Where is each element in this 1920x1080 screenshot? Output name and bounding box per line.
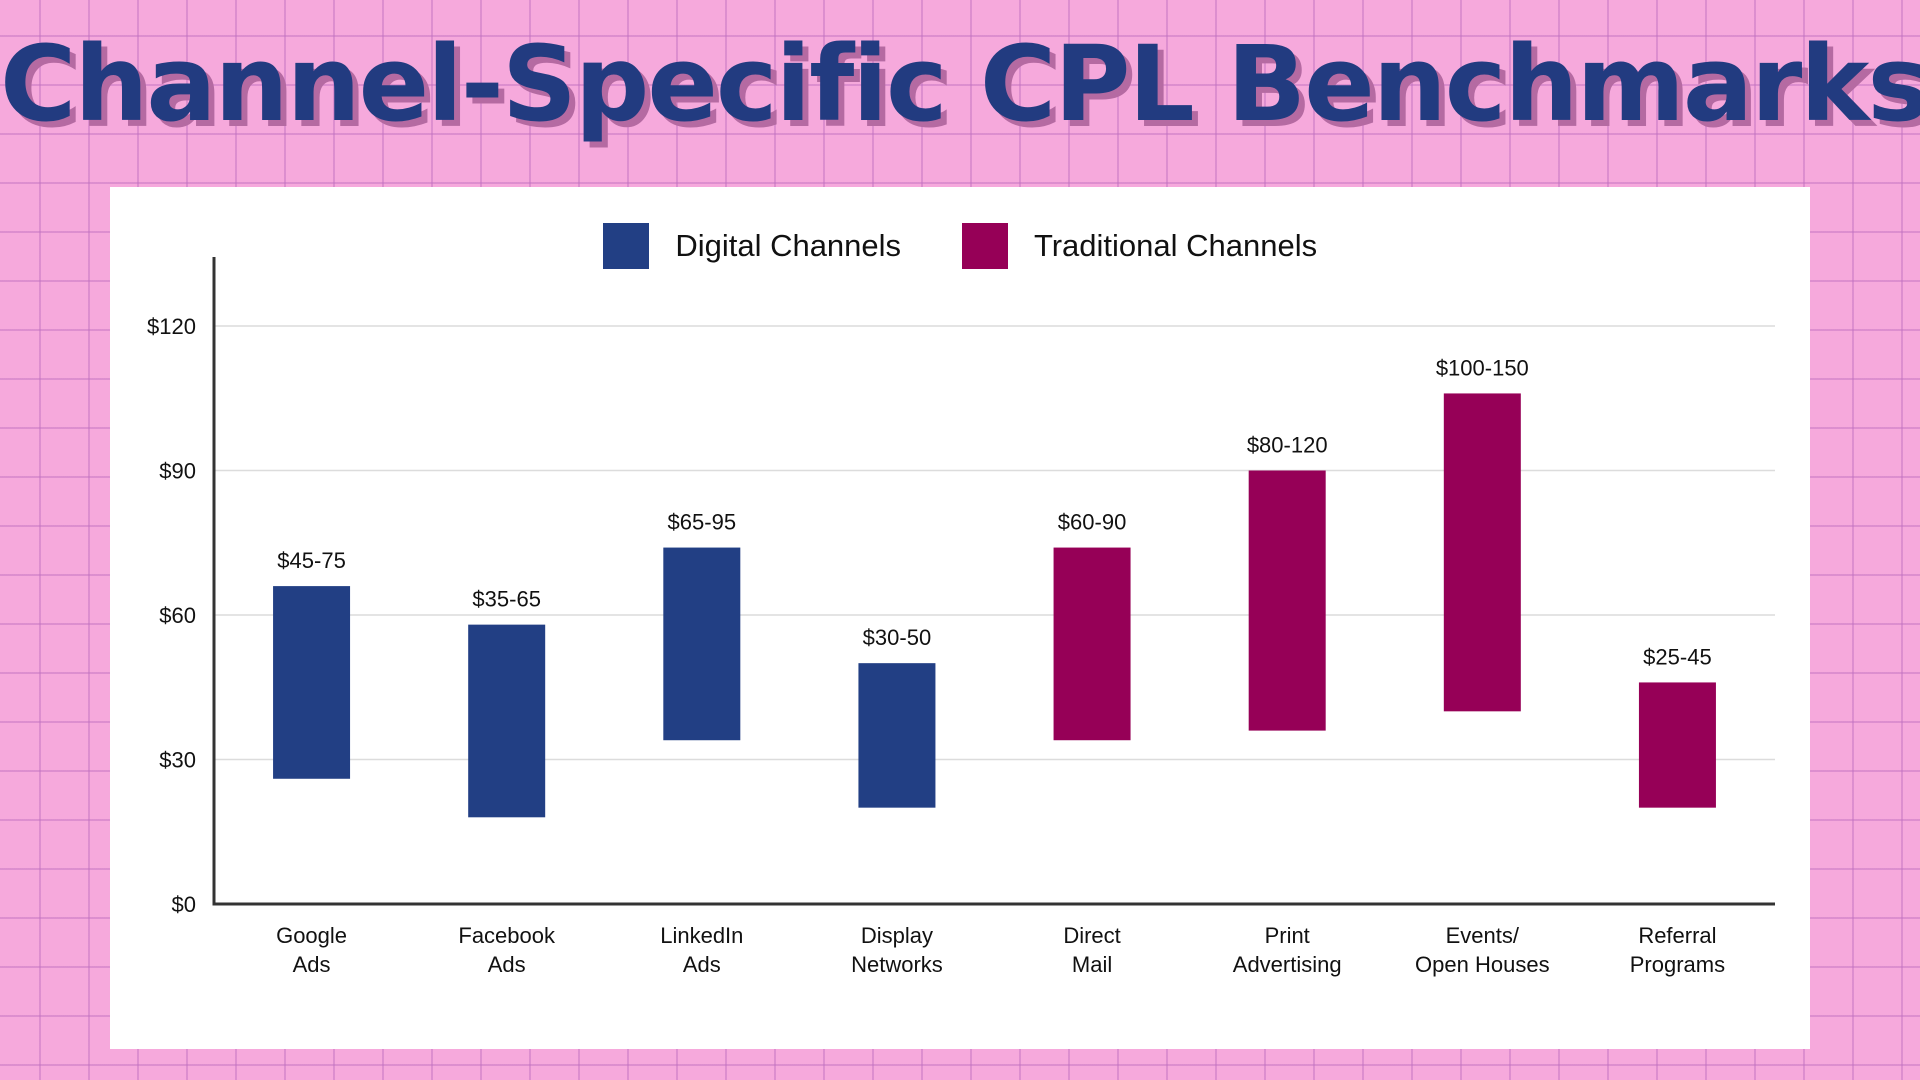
legend-swatch-traditional	[961, 223, 1008, 269]
y-tick-label: $30	[159, 748, 196, 773]
range-bar	[273, 586, 351, 779]
x-tick-label: Advertising	[1233, 952, 1342, 977]
x-tick-label: Open Houses	[1415, 952, 1550, 977]
legend-label-digital: Digital Channels	[675, 228, 902, 263]
page-title: Channel-Specific CPL Benchmarks	[0, 23, 1920, 145]
range-bar	[858, 663, 936, 808]
labels: $0 $30 $60 $90 $120 $45-75 Google Ads $35-65 Face…	[147, 314, 1725, 977]
chart-legend: Digital Channels Traditional Channels	[0, 223, 1920, 269]
x-tick-label: Print	[1265, 923, 1310, 948]
range-bar	[468, 624, 546, 818]
x-tick-label: Events/	[1446, 923, 1520, 948]
range-bar	[1443, 393, 1521, 712]
x-tick-label: Display	[861, 923, 933, 948]
x-tick-label: Programs	[1630, 952, 1725, 977]
data-label: $80-120	[1247, 433, 1328, 458]
legend-item-digital: Digital Channels	[602, 223, 902, 269]
bars	[273, 393, 1716, 818]
data-label: $45-75	[277, 548, 346, 573]
axes	[212, 257, 1775, 906]
legend-item-traditional: Traditional Channels	[961, 223, 1318, 269]
range-bar	[1638, 682, 1716, 808]
x-tick-label: Referral	[1638, 923, 1716, 948]
data-label: $35-65	[472, 587, 541, 612]
gridlines	[214, 325, 1775, 761]
x-tick-label: Direct	[1063, 923, 1120, 948]
y-tick-label: $60	[159, 603, 196, 628]
x-tick-label: Ads	[293, 952, 331, 977]
data-label: $100-150	[1436, 355, 1529, 380]
data-label: $30-50	[863, 625, 932, 650]
x-tick-label: Ads	[488, 952, 526, 977]
legend-label-traditional: Traditional Channels	[1033, 228, 1318, 263]
data-label: $65-95	[668, 510, 737, 535]
data-label: $60-90	[1058, 510, 1127, 535]
x-tick-label: Google	[276, 923, 347, 948]
x-tick-label: Networks	[851, 952, 943, 977]
x-tick-label: Mail	[1072, 952, 1112, 977]
y-tick-label: $90	[159, 459, 196, 484]
y-tick-label: $0	[172, 892, 196, 917]
x-tick-label: Ads	[683, 952, 721, 977]
x-tick-label: LinkedIn	[660, 923, 743, 948]
data-label: $25-45	[1643, 644, 1712, 669]
y-tick-label: $120	[147, 314, 196, 339]
range-bar	[663, 547, 741, 741]
legend-swatch-digital	[602, 223, 649, 269]
x-tick-label: Facebook	[458, 923, 556, 948]
range-bar	[1248, 470, 1326, 731]
range-bar	[1053, 547, 1131, 741]
